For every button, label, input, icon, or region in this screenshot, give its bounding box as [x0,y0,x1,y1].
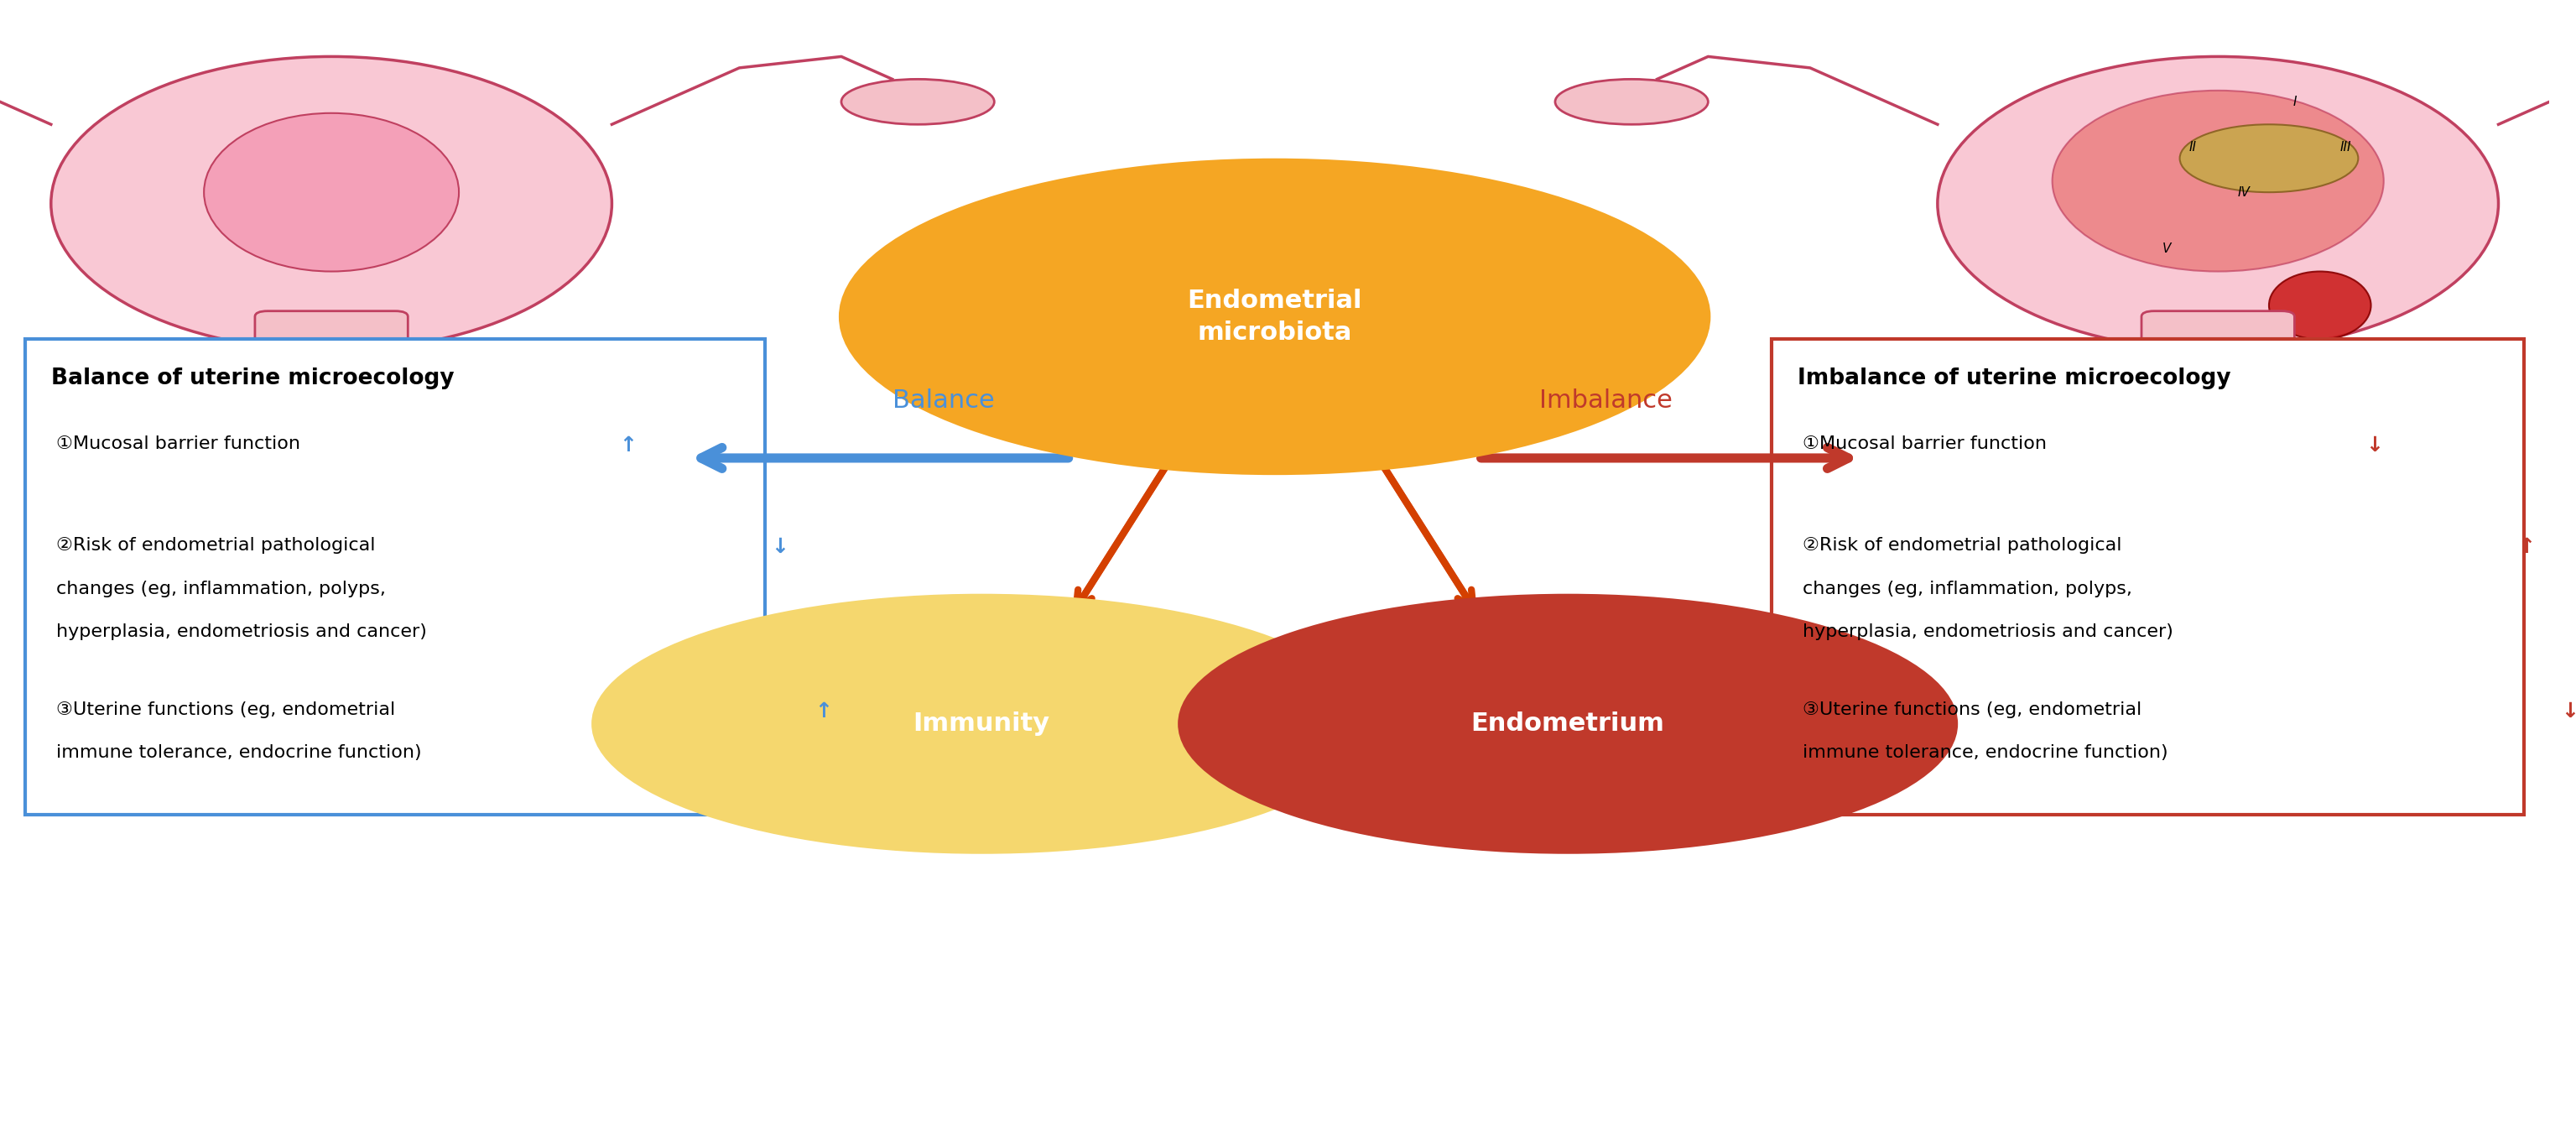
Ellipse shape [1937,57,2499,351]
Text: ↑: ↑ [2517,537,2535,558]
Text: II: II [2190,140,2197,154]
Text: ①Mucosal barrier function: ①Mucosal barrier function [57,435,307,452]
Ellipse shape [204,113,459,271]
Ellipse shape [2053,90,2383,271]
Text: ↑: ↑ [814,701,832,722]
Text: Imbalance of uterine microecology: Imbalance of uterine microecology [1798,368,2231,389]
Text: ↑: ↑ [618,435,636,456]
Ellipse shape [592,594,1370,854]
Ellipse shape [1556,79,1708,124]
Text: ↓: ↓ [2561,701,2576,722]
Text: IV: IV [2236,185,2249,199]
Text: ①Mucosal barrier function: ①Mucosal barrier function [1803,435,2053,452]
Text: ③Uterine functions (eg, endometrial: ③Uterine functions (eg, endometrial [1803,701,2141,718]
Ellipse shape [2269,271,2370,339]
Text: Endometrium: Endometrium [1471,711,1664,736]
Text: ②Risk of endometrial pathological: ②Risk of endometrial pathological [57,537,376,554]
FancyBboxPatch shape [2141,311,2295,368]
Text: hyperplasia, endometriosis and cancer): hyperplasia, endometriosis and cancer) [1803,623,2174,640]
FancyBboxPatch shape [26,339,765,814]
Text: Balance of uterine microecology: Balance of uterine microecology [52,368,453,389]
Text: hyperplasia, endometriosis and cancer): hyperplasia, endometriosis and cancer) [57,623,428,640]
Ellipse shape [52,57,613,351]
Text: III: III [2339,140,2352,154]
Text: Immunity: Immunity [912,711,1051,736]
Text: V: V [2164,242,2172,256]
FancyBboxPatch shape [255,311,407,368]
Text: ↓: ↓ [770,537,788,558]
Text: I: I [2293,95,2295,109]
Text: Endometrial
microbiota: Endometrial microbiota [1188,288,1363,345]
Ellipse shape [842,79,994,124]
Text: ③Uterine functions (eg, endometrial: ③Uterine functions (eg, endometrial [57,701,394,718]
Text: immune tolerance, endocrine function): immune tolerance, endocrine function) [57,744,422,761]
Ellipse shape [1177,594,1958,854]
Text: ↓: ↓ [2365,435,2383,456]
FancyBboxPatch shape [1772,339,2524,814]
Text: ②Risk of endometrial pathological: ②Risk of endometrial pathological [1803,537,2123,554]
Ellipse shape [840,158,1710,475]
Text: changes (eg, inflammation, polyps,: changes (eg, inflammation, polyps, [1803,580,2133,597]
Ellipse shape [2179,124,2357,192]
Text: Imbalance: Imbalance [1540,388,1672,413]
Text: immune tolerance, endocrine function): immune tolerance, endocrine function) [1803,744,2169,761]
Text: changes (eg, inflammation, polyps,: changes (eg, inflammation, polyps, [57,580,386,597]
Text: Balance: Balance [891,388,994,413]
